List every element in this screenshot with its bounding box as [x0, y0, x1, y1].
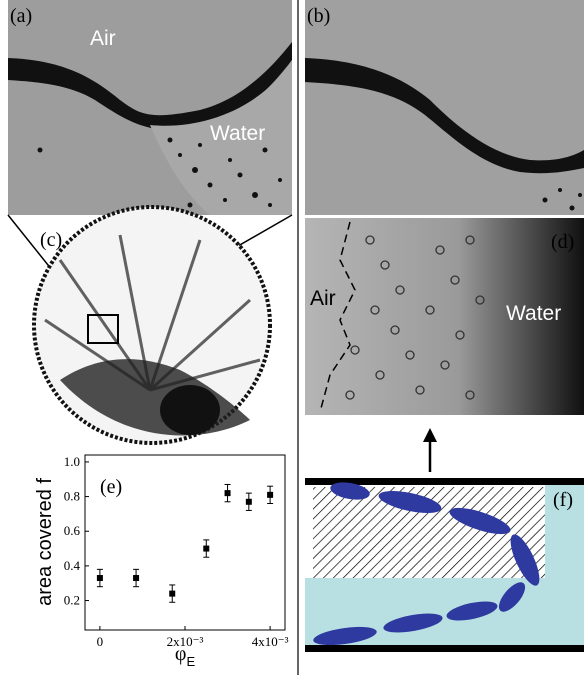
x-axis-subscript: E: [186, 654, 195, 669]
x-tick-label: 0: [97, 634, 104, 649]
y-tick-label: 1.0: [64, 454, 80, 469]
panel-b: (b): [305, 0, 584, 215]
panel-label: (a): [10, 5, 32, 27]
region-label: Air: [310, 287, 336, 310]
region-label: Water: [210, 122, 265, 145]
panel-d: (d) Air Water: [305, 218, 584, 415]
y-tick-label: 0.6: [64, 523, 81, 538]
region-label: Air: [90, 27, 116, 50]
panel-label: (c): [40, 229, 62, 251]
point: [245, 498, 252, 505]
panel-label: (d): [551, 231, 574, 253]
panel-f: (f): [305, 478, 584, 652]
panel-label: (b): [307, 5, 330, 27]
arrow: [423, 428, 437, 472]
panel-label: (e): [100, 476, 122, 498]
y-tick-label: 0.2: [64, 593, 80, 608]
point: [96, 575, 103, 582]
region-label: Water: [506, 302, 561, 325]
chart: (e) area covered f φE 0.2 0.4 0.6 0.8 1.0 0 2x…: [34, 454, 289, 669]
panel-a: (a) Air Water: [8, 0, 292, 215]
point: [133, 575, 140, 582]
y-tick-label: 0.4: [64, 558, 81, 573]
point: [169, 590, 176, 597]
point: [224, 490, 231, 497]
panel-label: (f): [553, 489, 573, 511]
point: [267, 491, 274, 498]
y-axis-label: area covered f: [34, 478, 56, 606]
x-axis-symbol: φ: [175, 643, 187, 665]
x-axis-label: φE: [175, 643, 196, 669]
x-tick-label: 4x10⁻³: [252, 634, 289, 649]
x-tick-label: 2x10⁻³: [167, 634, 204, 649]
point: [203, 545, 210, 552]
y-tick-label: 0.8: [64, 489, 80, 504]
panel-c: (c): [7, 205, 293, 445]
